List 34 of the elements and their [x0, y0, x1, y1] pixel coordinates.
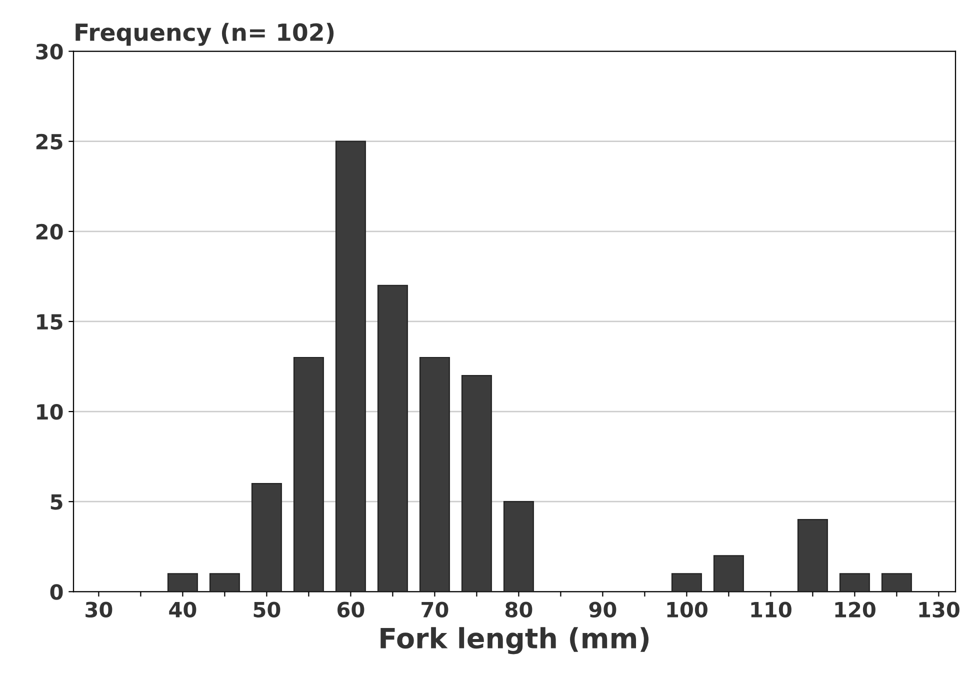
bar	[209, 573, 240, 592]
bar	[293, 356, 324, 592]
x-tick-label: 40	[169, 602, 196, 618]
y-tick-label: 15	[37, 314, 62, 330]
x-tick-label: 50	[254, 602, 280, 618]
y-tick-label: 20	[36, 224, 63, 240]
bar	[881, 573, 912, 592]
x-axis-title: Fork length (mm)	[380, 627, 649, 654]
y-tick-label: 0	[50, 584, 63, 600]
x-tick-label: 30	[86, 602, 112, 618]
bar	[335, 140, 366, 592]
bar	[419, 356, 450, 592]
bar	[377, 284, 408, 592]
x-tick-label: 80	[505, 602, 532, 618]
bar	[839, 573, 870, 592]
bar	[167, 573, 198, 592]
bar	[503, 501, 534, 592]
bar	[461, 374, 492, 592]
y-tick-label: 25	[36, 134, 62, 150]
y-tick-label: 10	[37, 404, 63, 420]
x-tick-label: 130	[919, 602, 960, 618]
x-tick-label: 100	[667, 602, 708, 618]
y-tick-label: 5	[50, 494, 62, 510]
x-tick-label: 120	[835, 602, 876, 618]
y-axis-title: Frequency (n= 102)	[76, 22, 334, 46]
x-tick-label: 110	[751, 602, 792, 618]
x-tick-label: 70	[422, 602, 448, 618]
bar	[797, 519, 828, 592]
x-tick-label: 60	[337, 602, 364, 618]
bar	[671, 573, 702, 592]
x-tick-label: 90	[589, 602, 616, 618]
bar	[251, 483, 282, 592]
bar	[713, 555, 744, 592]
y-tick-label: 30	[36, 44, 63, 60]
